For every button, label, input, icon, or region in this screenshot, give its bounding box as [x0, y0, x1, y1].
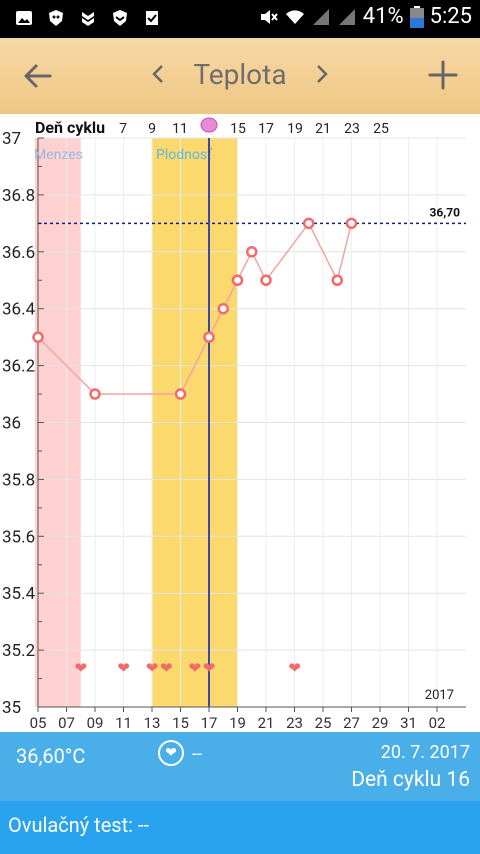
image-icon: [16, 11, 32, 25]
x-date-label: 23: [286, 714, 303, 732]
y-tick-label: 36: [2, 414, 21, 434]
cycle-day-label: 17: [258, 121, 274, 137]
cycle-day-label: 7: [119, 121, 127, 137]
x-date-label: 29: [372, 714, 389, 732]
page-title: Teplota: [193, 57, 287, 91]
x-date-label: 17: [201, 714, 218, 732]
shield-face-icon: [49, 10, 63, 26]
temperature-chart[interactable]: 37 36.8 36.6 36.4 36.2 36 35.8 35.6 35.4 35.2 35 05…: [0, 114, 480, 732]
temperature-point: [260, 274, 272, 286]
y-tick-label: 36.8: [2, 186, 35, 206]
clock: 5:25: [429, 4, 472, 29]
y-tick-label: 35.2: [2, 641, 35, 661]
temperature-point: [32, 331, 44, 343]
temperature-point: [303, 217, 315, 230]
ovulation-test-panel[interactable]: Ovulačný test: --: [0, 801, 480, 854]
x-date-label: 02: [429, 714, 446, 732]
shield-icon: [113, 10, 127, 26]
x-date-label: 11: [115, 714, 132, 732]
heart-icon: ❤: [74, 659, 87, 677]
ovulation-egg-icon: [200, 117, 218, 133]
y-tick-label: 35.8: [2, 470, 35, 490]
cycle-day-label: 19: [287, 121, 303, 137]
x-date-label: 25: [315, 714, 332, 732]
x-date-label: 05: [30, 714, 47, 732]
temperature-point: [246, 246, 258, 258]
y-tick-label: 36.2: [2, 357, 35, 377]
temperature-point: [345, 217, 358, 230]
mute-icon: [260, 9, 278, 24]
cycle-day-label: 25: [373, 121, 389, 137]
heart-icon: ❤: [146, 659, 159, 677]
temperature-value: 36,60°C: [16, 744, 86, 768]
y-tick-label: 36.4: [2, 300, 36, 320]
signal-icon-2: [338, 8, 355, 25]
check-shield-icon: [146, 11, 158, 25]
app-bar: Teplota: [0, 38, 480, 114]
temperature-point: [203, 331, 215, 343]
y-tick-label: 36.6: [2, 243, 35, 263]
x-date-label: 13: [144, 714, 161, 732]
year-label: 2017: [425, 688, 454, 703]
cycle-day-label: 11: [172, 121, 188, 137]
chevron-left-icon[interactable]: [150, 63, 166, 85]
heart-icon: ❤: [117, 659, 130, 677]
x-date-label: 27: [343, 714, 360, 732]
temperature-chart-svg: 37 36.8 36.6 36.4 36.2 36 35.8 35.6 35.4 35.2 35 05…: [2, 117, 466, 732]
temperature-point: [331, 274, 343, 286]
heart-icon: ❤: [188, 659, 201, 677]
cycle-day-label: 15: [230, 121, 246, 137]
heart-icon[interactable]: ❤: [158, 740, 184, 766]
heart-icon: ❤: [160, 659, 173, 677]
cycle-day-axis-label: Deň cyklu: [35, 118, 105, 137]
add-icon[interactable]: [428, 60, 458, 90]
summary-panel: 36,60°C ❤ -- 20. 7. 2017 Deň cyklu 16: [0, 732, 480, 801]
wifi-icon: [285, 9, 304, 24]
status-bar: 41% 5:25: [0, 0, 480, 38]
heart-icon: ❤: [288, 659, 301, 677]
signal-icon: [312, 8, 329, 25]
cycle-day-label: 21: [315, 121, 331, 137]
y-tick-label: 35: [2, 698, 21, 718]
temperature-point: [89, 388, 101, 400]
battery-icon: [409, 5, 424, 28]
heart-value: --: [192, 744, 202, 765]
fertile-label: Plodnosť: [156, 147, 213, 163]
menses-label: Menzes: [34, 147, 83, 163]
x-date-label: 21: [258, 714, 275, 732]
date-value: 20. 7. 2017: [380, 742, 470, 763]
temperature-point: [231, 274, 244, 286]
heart-icon: ❤: [203, 659, 216, 677]
x-date-label: 07: [58, 714, 75, 732]
cycle-day-label: 23: [344, 121, 360, 137]
y-tick-label: 37: [2, 129, 21, 149]
chevron-right-icon[interactable]: [314, 63, 330, 85]
battery-percent: 41%: [362, 4, 404, 29]
x-date-label: 19: [229, 714, 246, 732]
x-date-label: 31: [400, 714, 417, 732]
y-tick-label: 35.4: [2, 584, 36, 604]
x-date-label: 09: [87, 714, 104, 732]
cycle-day-label: 9: [148, 121, 156, 137]
y-tick-label: 35.6: [2, 527, 35, 547]
rank-icon: [82, 12, 94, 26]
temperature-point: [174, 388, 187, 400]
cycle-day-value: Deň cyklu 16: [351, 768, 470, 792]
temperature-point: [217, 302, 229, 315]
ovulation-test-label: Ovulačný test: --: [8, 813, 150, 837]
x-date-label: 15: [172, 714, 189, 732]
back-arrow-icon[interactable]: [22, 60, 54, 92]
threshold-label: 36,70: [430, 205, 461, 219]
